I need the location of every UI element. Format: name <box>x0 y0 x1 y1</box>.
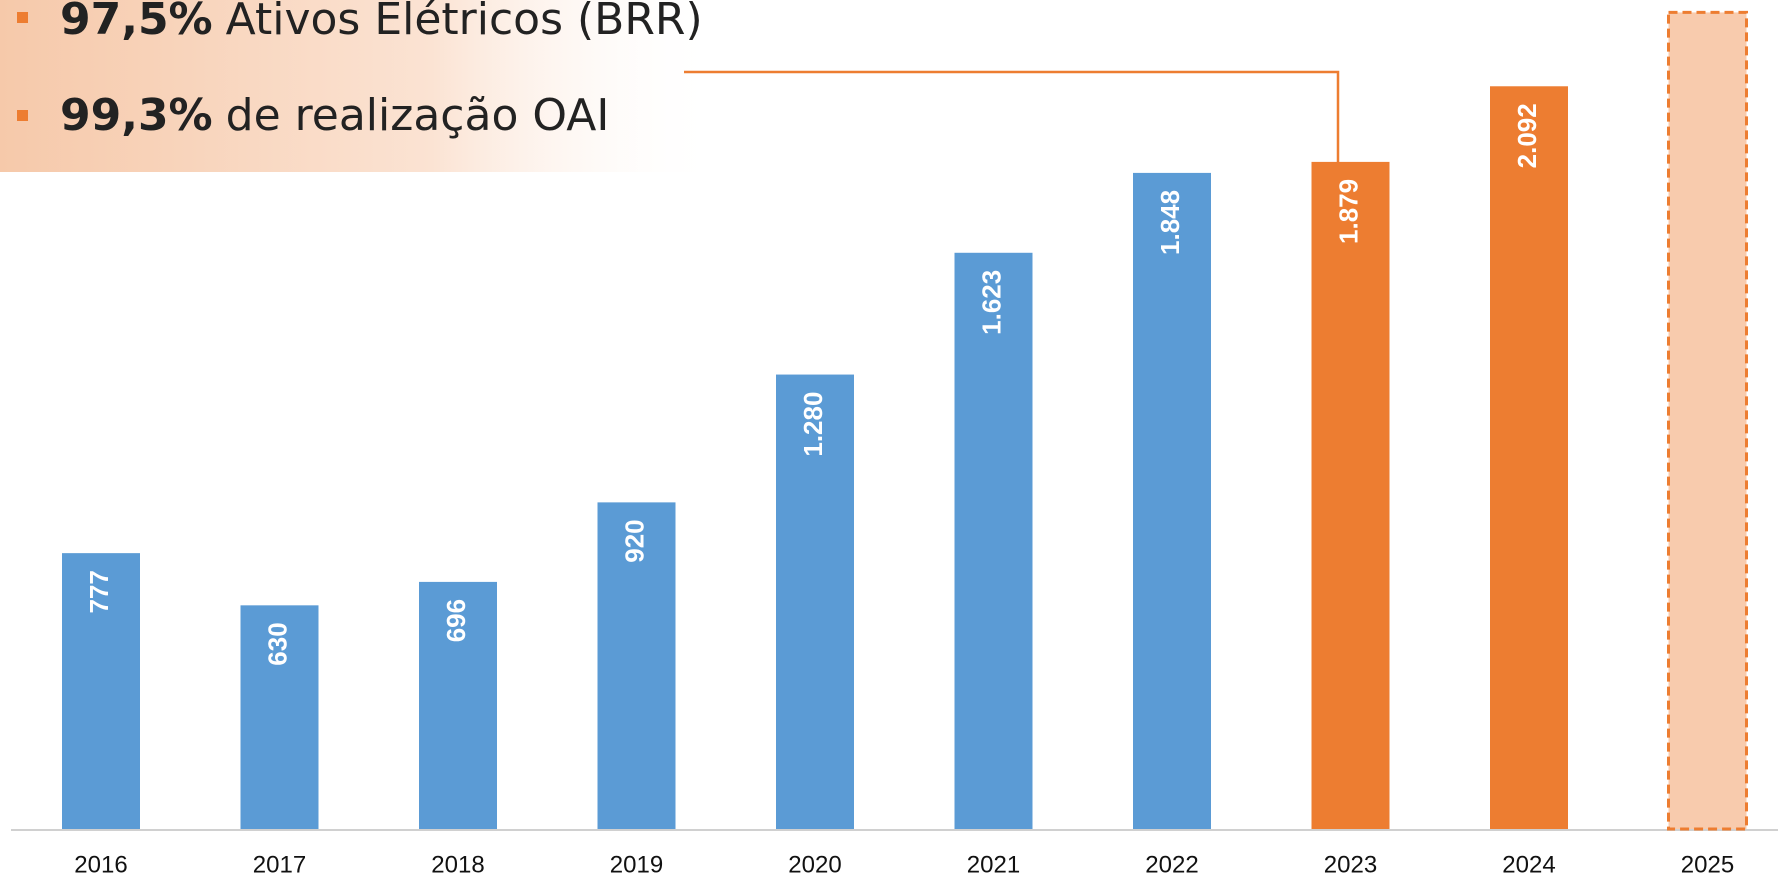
bullet <box>17 110 28 121</box>
bar <box>62 553 140 829</box>
annotation-arrow <box>684 70 1338 212</box>
value-label: 630 <box>262 622 292 665</box>
x-tick-label: 2018 <box>431 851 484 878</box>
annotation-box <box>0 0 720 172</box>
x-tick-label: 2024 <box>1502 851 1555 878</box>
x-tick-label: 2025 <box>1681 851 1734 878</box>
bar <box>240 605 319 829</box>
x-tick-label: 2022 <box>1145 851 1198 878</box>
annotation-highlight: 99,3% <box>60 90 213 141</box>
bullet <box>17 12 28 23</box>
bar <box>419 581 497 829</box>
annotation-text: Ativos Elétricos (BRR) <box>226 0 703 45</box>
value-label: 1.623 <box>976 270 1006 335</box>
value-label: 2.092 <box>1512 103 1542 168</box>
value-label: 696 <box>441 599 471 642</box>
x-tick-label: 2017 <box>253 851 306 878</box>
bar <box>776 374 854 829</box>
x-tick-label: 2021 <box>967 851 1020 878</box>
value-label: 777 <box>84 570 114 613</box>
annotation: 97,5% Ativos Elétricos (BRR) <box>60 0 703 45</box>
value-label: 1.280 <box>798 392 828 457</box>
x-tick-label: 2020 <box>788 851 841 878</box>
bar <box>954 252 1033 830</box>
x-tick-label: 2023 <box>1324 851 1377 878</box>
x-tick-label: 2016 <box>74 851 127 878</box>
value-label: 1.879 <box>1333 179 1363 244</box>
value-label: 920 <box>619 519 649 562</box>
bar <box>1667 10 1748 831</box>
x-tick-label: 2019 <box>610 851 663 878</box>
annotation-text: de realização OAI <box>226 90 610 141</box>
bar <box>1490 86 1568 829</box>
annotation-highlight: 97,5% <box>60 0 213 45</box>
annotation: 99,3% de realização OAI <box>60 90 609 141</box>
bar <box>1133 172 1211 829</box>
value-label: 1.848 <box>1155 190 1185 255</box>
bar <box>1311 161 1390 829</box>
bar <box>597 502 676 829</box>
